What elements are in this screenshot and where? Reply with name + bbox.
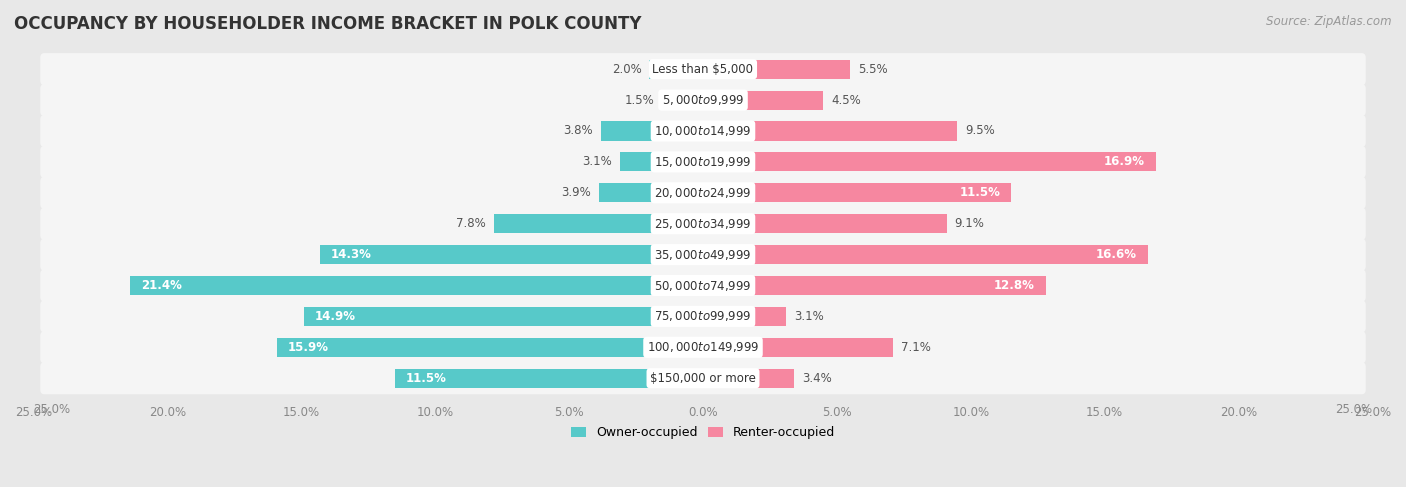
Text: $5,000 to $9,999: $5,000 to $9,999 bbox=[662, 93, 744, 107]
Bar bbox=[703, 91, 824, 110]
FancyBboxPatch shape bbox=[41, 146, 1365, 178]
Text: 12.8%: 12.8% bbox=[994, 279, 1035, 292]
Text: 1.5%: 1.5% bbox=[626, 94, 655, 107]
Bar bbox=[703, 59, 851, 79]
Bar bbox=[703, 214, 946, 233]
Text: 7.8%: 7.8% bbox=[457, 217, 486, 230]
Text: 3.4%: 3.4% bbox=[801, 372, 832, 385]
Text: $35,000 to $49,999: $35,000 to $49,999 bbox=[654, 247, 752, 262]
Text: 3.9%: 3.9% bbox=[561, 187, 591, 199]
Text: 16.9%: 16.9% bbox=[1104, 155, 1144, 169]
FancyBboxPatch shape bbox=[41, 331, 1365, 363]
Bar bbox=[703, 245, 1147, 264]
Bar bbox=[304, 307, 703, 326]
Text: 3.8%: 3.8% bbox=[564, 125, 593, 137]
FancyBboxPatch shape bbox=[41, 239, 1365, 271]
Text: 11.5%: 11.5% bbox=[959, 187, 1000, 199]
Bar bbox=[494, 214, 703, 233]
Text: 14.9%: 14.9% bbox=[315, 310, 356, 323]
FancyBboxPatch shape bbox=[41, 115, 1365, 147]
FancyBboxPatch shape bbox=[41, 177, 1365, 209]
FancyBboxPatch shape bbox=[41, 84, 1365, 116]
Text: 15.9%: 15.9% bbox=[288, 341, 329, 354]
Text: 11.5%: 11.5% bbox=[406, 372, 447, 385]
Bar bbox=[395, 369, 703, 388]
Legend: Owner-occupied, Renter-occupied: Owner-occupied, Renter-occupied bbox=[567, 421, 839, 445]
Text: $15,000 to $19,999: $15,000 to $19,999 bbox=[654, 155, 752, 169]
Text: 3.1%: 3.1% bbox=[794, 310, 824, 323]
Bar bbox=[703, 121, 957, 141]
Bar bbox=[321, 245, 703, 264]
Text: Less than $5,000: Less than $5,000 bbox=[652, 63, 754, 75]
Text: $25,000 to $34,999: $25,000 to $34,999 bbox=[654, 217, 752, 231]
Text: 9.5%: 9.5% bbox=[966, 125, 995, 137]
Text: $150,000 or more: $150,000 or more bbox=[650, 372, 756, 385]
FancyBboxPatch shape bbox=[41, 300, 1365, 333]
Bar bbox=[703, 307, 786, 326]
Text: 9.1%: 9.1% bbox=[955, 217, 984, 230]
Bar bbox=[129, 276, 703, 295]
Text: 7.1%: 7.1% bbox=[901, 341, 931, 354]
Text: $100,000 to $149,999: $100,000 to $149,999 bbox=[647, 340, 759, 355]
Text: OCCUPANCY BY HOUSEHOLDER INCOME BRACKET IN POLK COUNTY: OCCUPANCY BY HOUSEHOLDER INCOME BRACKET … bbox=[14, 15, 641, 33]
Bar bbox=[703, 369, 794, 388]
Text: 5.5%: 5.5% bbox=[858, 63, 889, 75]
Text: 3.1%: 3.1% bbox=[582, 155, 612, 169]
Text: Source: ZipAtlas.com: Source: ZipAtlas.com bbox=[1267, 15, 1392, 28]
Text: 2.0%: 2.0% bbox=[612, 63, 641, 75]
Bar bbox=[602, 121, 703, 141]
Text: 4.5%: 4.5% bbox=[831, 94, 862, 107]
Text: 25.0%: 25.0% bbox=[34, 403, 70, 416]
Bar bbox=[703, 152, 1156, 171]
Bar bbox=[277, 338, 703, 357]
FancyBboxPatch shape bbox=[41, 362, 1365, 394]
FancyBboxPatch shape bbox=[41, 207, 1365, 240]
Bar bbox=[703, 276, 1046, 295]
Bar bbox=[703, 338, 893, 357]
Bar bbox=[650, 59, 703, 79]
Text: 16.6%: 16.6% bbox=[1095, 248, 1137, 261]
Bar bbox=[703, 183, 1011, 203]
Text: $75,000 to $99,999: $75,000 to $99,999 bbox=[654, 309, 752, 323]
Bar bbox=[662, 91, 703, 110]
Bar bbox=[620, 152, 703, 171]
FancyBboxPatch shape bbox=[41, 53, 1365, 85]
Text: $20,000 to $24,999: $20,000 to $24,999 bbox=[654, 186, 752, 200]
Bar bbox=[599, 183, 703, 203]
Text: 25.0%: 25.0% bbox=[1336, 403, 1372, 416]
Text: 21.4%: 21.4% bbox=[141, 279, 181, 292]
Text: $50,000 to $74,999: $50,000 to $74,999 bbox=[654, 279, 752, 293]
Text: 14.3%: 14.3% bbox=[330, 248, 371, 261]
FancyBboxPatch shape bbox=[41, 269, 1365, 301]
Text: $10,000 to $14,999: $10,000 to $14,999 bbox=[654, 124, 752, 138]
